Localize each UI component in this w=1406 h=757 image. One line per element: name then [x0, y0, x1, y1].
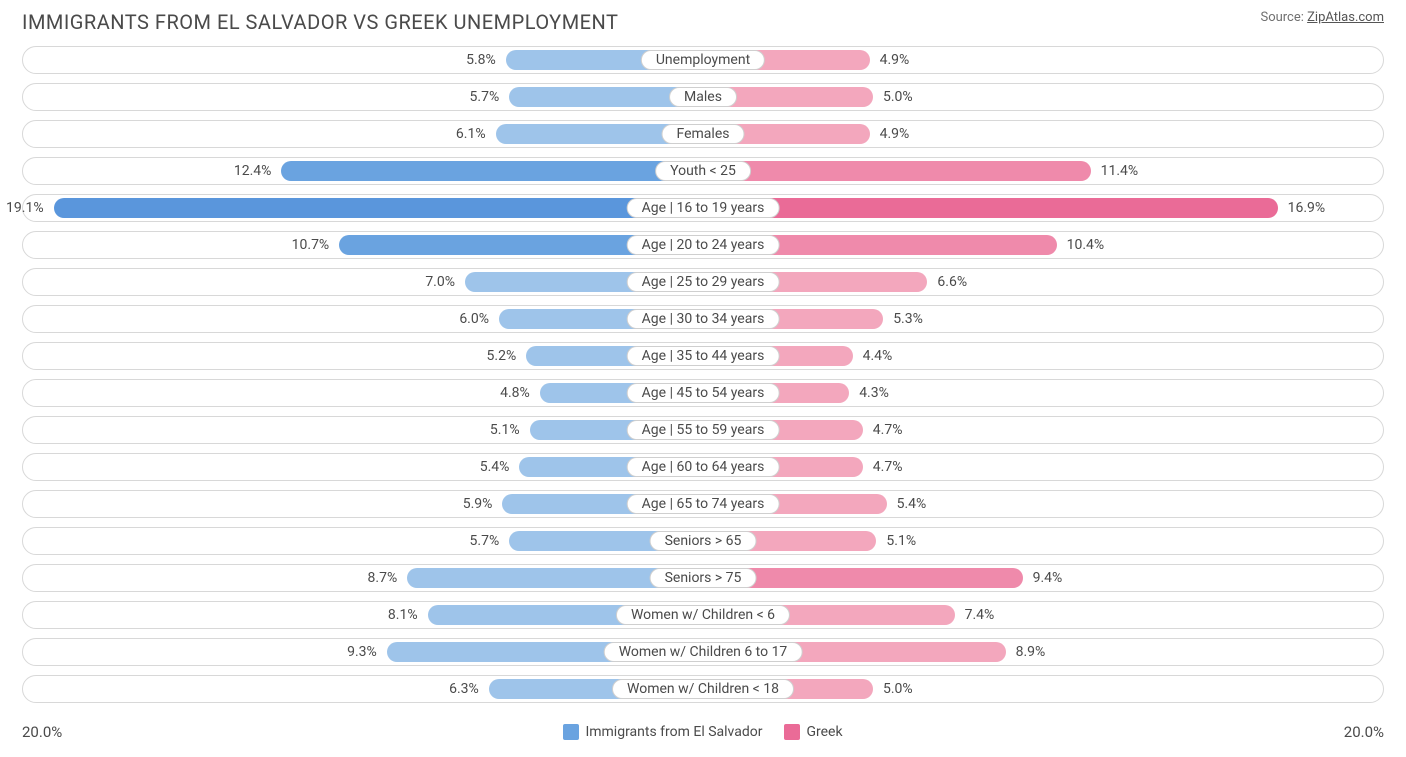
value-label-left: 6.1%	[450, 121, 492, 147]
chart-row: 8.7% 9.4% Seniors > 75	[22, 564, 1384, 592]
source-prefix: Source:	[1260, 10, 1307, 25]
chart-row: 5.4% 4.7% Age | 60 to 64 years	[22, 453, 1384, 481]
value-label-right: 4.9%	[874, 121, 916, 147]
chart-row: 6.1% 4.9% Females	[22, 120, 1384, 148]
category-label: Age | 60 to 64 years	[627, 457, 780, 477]
diverging-bar-chart: 5.8% 4.9% Unemployment 5.7% 5.0% Males 6.1% 4.9…	[0, 42, 1406, 703]
chart-row: 6.0% 5.3% Age | 30 to 34 years	[22, 305, 1384, 333]
value-label-right: 4.3%	[853, 380, 895, 406]
value-label-left: 5.9%	[457, 491, 499, 517]
chart-row: 19.1%16.9%Age | 16 to 19 years	[22, 194, 1384, 222]
value-label-right: 5.3%	[887, 306, 929, 332]
category-label: Age | 35 to 44 years	[627, 346, 780, 366]
category-label: Age | 20 to 24 years	[627, 235, 780, 255]
chart-row: 8.1% 7.4% Women w/ Children < 6	[22, 601, 1384, 629]
chart-row: 12.4% 11.4% Youth < 25	[22, 157, 1384, 185]
value-label-right: 6.6%	[931, 269, 973, 295]
category-label: Women w/ Children 6 to 17	[604, 642, 803, 662]
value-label-left: 12.4%	[228, 158, 278, 184]
chart-row: 5.7% 5.1% Seniors > 65	[22, 527, 1384, 555]
value-label-left: 6.3%	[443, 676, 485, 702]
value-label-right: 10.4%	[1061, 232, 1111, 258]
legend-label-right: Greek	[806, 724, 842, 740]
value-label-right: 8.9%	[1010, 639, 1052, 665]
category-label: Women w/ Children < 18	[612, 679, 794, 699]
value-label-left: 10.7%	[286, 232, 336, 258]
value-label-left: 7.0%	[419, 269, 461, 295]
chart-title: IMMIGRANTS FROM EL SALVADOR VS GREEK UNE…	[22, 10, 618, 34]
value-label-left: 5.7%	[464, 528, 506, 554]
value-label-right: 4.4%	[857, 343, 899, 369]
category-label: Males	[669, 87, 737, 107]
value-label-left: 5.7%	[464, 84, 506, 110]
value-label-left: 5.4%	[474, 454, 516, 480]
category-label: Age | 45 to 54 years	[627, 383, 780, 403]
category-label: Age | 65 to 74 years	[627, 494, 780, 514]
value-label-right: 4.7%	[867, 454, 909, 480]
legend-item-left: Immigrants from El Salvador	[563, 724, 762, 740]
bar-right	[703, 198, 1278, 218]
chart-row: 7.0% 6.6% Age | 25 to 29 years	[22, 268, 1384, 296]
chart-row: 10.7% 10.4% Age | 20 to 24 years	[22, 231, 1384, 259]
chart-row: 5.7% 5.0% Males	[22, 83, 1384, 111]
legend-swatch-left	[563, 724, 579, 740]
legend: Immigrants from El Salvador Greek	[563, 724, 842, 740]
value-label-right: 5.0%	[877, 84, 919, 110]
chart-row: 9.3% 8.9% Women w/ Children 6 to 17	[22, 638, 1384, 666]
value-label-left: 9.3%	[341, 639, 383, 665]
axis-max-right: 20.0%	[1344, 723, 1384, 741]
value-label-left: 4.8%	[494, 380, 536, 406]
category-label: Unemployment	[641, 50, 765, 70]
source-link[interactable]: ZipAtlas.com	[1307, 10, 1384, 25]
chart-row: 5.9% 5.4% Age | 65 to 74 years	[22, 490, 1384, 518]
value-label-right: 5.4%	[891, 491, 933, 517]
value-label-right: 4.7%	[867, 417, 909, 443]
value-label-right: 5.1%	[880, 528, 922, 554]
value-label-right: 11.4%	[1095, 158, 1145, 184]
legend-label-left: Immigrants from El Salvador	[585, 724, 762, 740]
value-label-right: 5.0%	[877, 676, 919, 702]
category-label: Youth < 25	[655, 161, 751, 181]
value-label-right: 16.9%	[1282, 195, 1332, 221]
category-label: Age | 55 to 59 years	[627, 420, 780, 440]
chart-row: 5.1% 4.7% Age | 55 to 59 years	[22, 416, 1384, 444]
category-label: Females	[662, 124, 745, 144]
bar-left	[54, 198, 703, 218]
value-label-left: 5.2%	[481, 343, 523, 369]
category-label: Seniors > 65	[650, 531, 757, 551]
chart-row: 6.3% 5.0% Women w/ Children < 18	[22, 675, 1384, 703]
value-label-right: 7.4%	[959, 602, 1001, 628]
chart-row: 5.8% 4.9% Unemployment	[22, 46, 1384, 74]
category-label: Age | 16 to 19 years	[627, 198, 780, 218]
value-label-right: 9.4%	[1027, 565, 1069, 591]
category-label: Age | 30 to 34 years	[627, 309, 780, 329]
value-label-left: 6.0%	[453, 306, 495, 332]
category-label: Seniors > 75	[650, 568, 757, 588]
value-label-left: 5.1%	[484, 417, 526, 443]
value-label-left: 5.8%	[460, 47, 502, 73]
legend-item-right: Greek	[784, 724, 842, 740]
value-label-right: 4.9%	[874, 47, 916, 73]
category-label: Women w/ Children < 6	[616, 605, 790, 625]
category-label: Age | 25 to 29 years	[627, 272, 780, 292]
chart-row: 5.2% 4.4% Age | 35 to 44 years	[22, 342, 1384, 370]
chart-row: 4.8% 4.3% Age | 45 to 54 years	[22, 379, 1384, 407]
legend-swatch-right	[784, 724, 800, 740]
value-label-left: 8.1%	[382, 602, 424, 628]
value-label-left: 8.7%	[362, 565, 404, 591]
source-attribution: Source: ZipAtlas.com	[1260, 10, 1384, 25]
axis-max-left: 20.0%	[22, 723, 62, 741]
bar-right	[703, 161, 1091, 181]
value-label-left: 19.1%	[0, 195, 50, 221]
bar-left	[281, 161, 703, 181]
